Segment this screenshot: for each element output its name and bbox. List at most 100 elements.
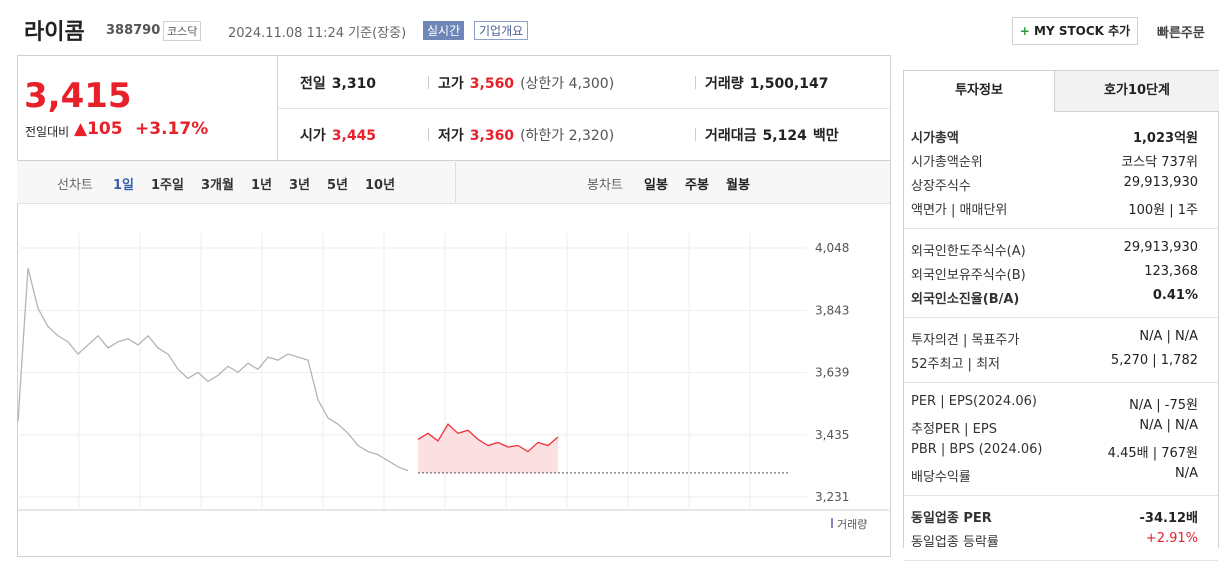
period-tab[interactable]: 1일 (113, 178, 135, 193)
quote-cell: 시가 3,445 (300, 125, 382, 145)
info-label: 시가총액순위 (911, 155, 983, 170)
divider (904, 317, 1218, 318)
info-value: N/A | -75원 (1129, 398, 1198, 413)
panel-tab[interactable]: 투자정보 (904, 71, 1054, 111)
quote-note: (하한가 2,320) (520, 128, 615, 144)
y-tick-label: 3,231 (815, 490, 849, 504)
area-fill (418, 424, 558, 473)
price-line (17, 267, 409, 472)
volume-label: 거래량 (837, 518, 867, 531)
info-value: +2.91% (1145, 531, 1198, 546)
divider (455, 162, 456, 202)
y-tick-label: 3,639 (815, 366, 849, 380)
quote-value: 3,310 (331, 76, 377, 92)
company-info-button[interactable]: 기업개요 (474, 21, 529, 40)
info-label: 외국인보유주식수(B) (911, 268, 1026, 283)
quote-note: 백만 (812, 128, 839, 144)
chart: 3,231 3,435 3,639 3,843 4,048 거래량 (17, 233, 889, 531)
candle-tab[interactable]: 일봉 (644, 178, 668, 193)
quote-label: 거래량 (705, 76, 744, 92)
info-value: 29,913,930 (1123, 240, 1198, 255)
my-stock-button[interactable]: + MY STOCK 추가 (1012, 17, 1138, 45)
quote-label: 고가 (438, 76, 464, 92)
info-label: 동일업종 PER (911, 511, 992, 526)
market-badge: 코스닥 (163, 21, 202, 41)
divider (278, 108, 889, 109)
divider (904, 228, 1218, 229)
quote-value: 3,360 (469, 128, 515, 144)
info-label: 상장주식수 (911, 179, 971, 194)
stock-name: 라이콤 (24, 20, 85, 45)
my-stock-label: MY STOCK 추가 (1034, 24, 1131, 38)
quote-value: 3,560 (469, 76, 515, 92)
info-value: 코스닥 737위 (1121, 155, 1198, 170)
info-label: 추정PER | EPS (911, 422, 997, 437)
y-tick-label: 3,435 (815, 428, 849, 442)
quote-label: 전일 (300, 76, 326, 92)
volume-legend (831, 518, 833, 528)
tab-bar (17, 160, 890, 204)
info-value: 100원 | 1주 (1128, 203, 1198, 218)
quote-label: 시가 (300, 128, 326, 144)
period-tab[interactable]: 3년 (289, 178, 311, 193)
info-label: 투자의견 | 목표주가 (911, 333, 1020, 348)
tab-label: 선차트 (57, 178, 93, 193)
y-tick-label: 3,843 (815, 303, 849, 317)
change-value: 105 (87, 119, 123, 139)
info-label: PER | EPS(2024.06) (911, 394, 1037, 409)
info-value: N/A | N/A (1139, 418, 1198, 433)
quote-value: 1,500,147 (749, 76, 829, 92)
divider (277, 56, 278, 160)
info-label: 외국인한도주식수(A) (911, 244, 1026, 259)
period-tab[interactable]: 1년 (251, 178, 273, 193)
info-label: 시가총액 (911, 131, 959, 146)
divider (428, 128, 429, 141)
period-tab[interactable]: 3개월 (201, 178, 234, 193)
quote-value: 5,124 (762, 128, 807, 144)
divider (695, 76, 696, 89)
datetime: 2024.11.08 11:24 기준(장중) (228, 26, 407, 41)
quote-note: (상한가 4,300) (520, 76, 615, 92)
quote-cell: 거래대금 5,124 백만 (705, 125, 845, 145)
info-label: 액면가 | 매매단위 (911, 203, 1008, 218)
change-label: 전일대비 (25, 125, 70, 139)
period-tab[interactable]: 1주일 (151, 178, 184, 193)
quote-value: 3,445 (331, 128, 377, 144)
quote-cell: 고가 3,560 (상한가 4,300) (438, 73, 620, 93)
change-rate: +3.17% (135, 119, 209, 139)
quote-label: 저가 (438, 128, 464, 144)
info-label: 배당수익률 (911, 470, 971, 485)
info-label: 외국인소진율(B/A) (911, 292, 1020, 307)
period-tab[interactable]: 5년 (327, 178, 349, 193)
candle-tab[interactable]: 월봉 (726, 178, 750, 193)
candle-tab[interactable]: 주봉 (685, 178, 709, 193)
page: 라이콤 388790 코스닥 2024.11.08 11:24 기준(장중) 실… (17, 17, 1219, 561)
info-value: 29,913,930 (1123, 175, 1198, 190)
panel-tab[interactable]: 호가10단계 (1054, 71, 1219, 112)
period-tab[interactable]: 10년 (365, 178, 396, 193)
info-value: 0.41% (1152, 288, 1198, 303)
info-value: 1,023억원 (1132, 131, 1198, 146)
quick-order[interactable]: 빠른주문 (1157, 26, 1205, 41)
quote-label: 거래대금 (705, 128, 757, 144)
change: ▲105 (74, 119, 123, 139)
info-value: 5,270 | 1,782 (1110, 353, 1198, 368)
info-value: 123,368 (1144, 264, 1198, 279)
divider (904, 495, 1218, 496)
info-value: N/A (1175, 466, 1198, 481)
quote-cell: 전일 3,310 (300, 73, 382, 93)
divider (695, 128, 696, 141)
info-label: 52주최고 | 최저 (911, 357, 1000, 372)
quote-cell: 거래량 1,500,147 (705, 73, 834, 93)
divider (904, 382, 1218, 383)
info-label: 동일업종 등락률 (911, 535, 999, 550)
realtime-badge[interactable]: 실시간 (423, 21, 465, 40)
price-line (417, 423, 559, 453)
info-value: 4.45배 | 767원 (1107, 446, 1198, 461)
y-tick-label: 4,048 (815, 241, 849, 255)
info-label: PBR | BPS (2024.06) (911, 442, 1043, 457)
current-price: 3,415 (24, 76, 132, 116)
info-value: -34.12배 (1139, 511, 1198, 526)
stock-code: 388790 (106, 23, 161, 38)
